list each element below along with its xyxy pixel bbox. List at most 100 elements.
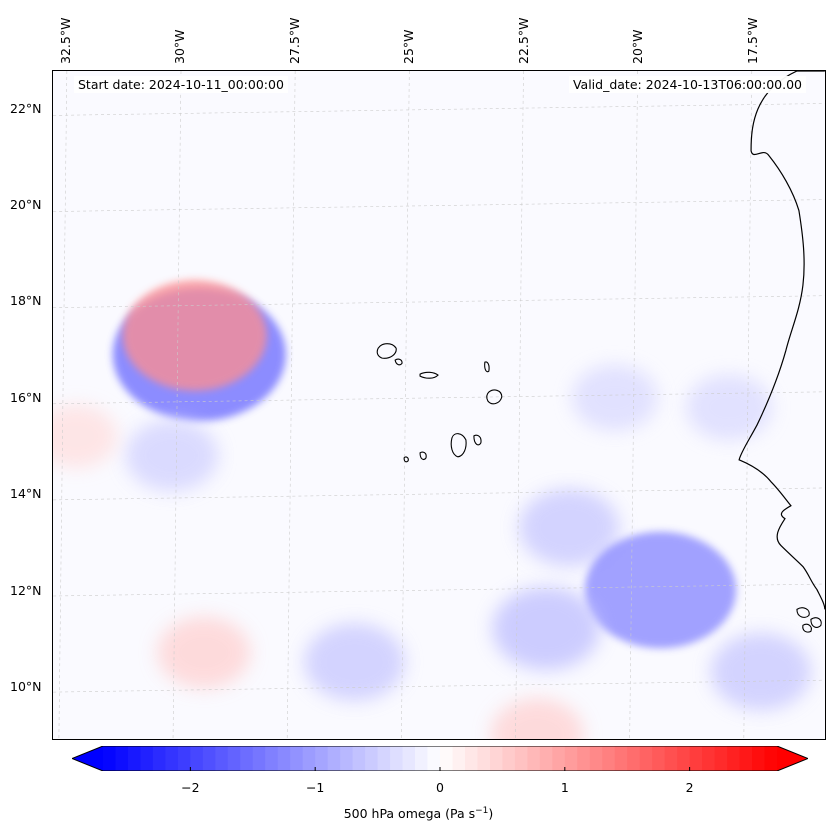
colorbar-step (277, 746, 291, 771)
colorbar-step (103, 746, 116, 771)
omega-field-blobs (53, 279, 812, 739)
fogo-island (419, 451, 427, 460)
lon-label: 20°W (630, 29, 646, 64)
colorbar-step (464, 746, 478, 771)
colorbar-step (702, 746, 716, 771)
colorbar-step (689, 746, 703, 771)
colorbar-step (427, 746, 441, 771)
colorbar-step (752, 746, 766, 771)
colorbar-step (315, 746, 329, 771)
colorbar-label-exponent: −1 (475, 806, 489, 816)
omega-ascent-region (584, 531, 737, 649)
colorbar-step (489, 746, 503, 771)
colorbar-step (240, 746, 254, 771)
colorbar-step (252, 746, 266, 771)
colorbar-tick-label: 1 (560, 780, 569, 795)
colorbar-step (502, 746, 516, 771)
omega-ascent-region (710, 633, 812, 711)
lat-label: 22°N (10, 100, 42, 116)
colorbar-step (140, 746, 154, 771)
lon-label: 17.5°W (744, 17, 760, 64)
omega-sinking-region (122, 279, 267, 391)
gridlines (53, 71, 825, 739)
colorbar-tick-label: −1 (305, 780, 325, 795)
sal-island (484, 361, 490, 373)
lat-label: 20°N (10, 196, 42, 212)
coastlines (376, 71, 825, 633)
omega-sinking-region (53, 404, 118, 468)
colorbar (72, 746, 808, 771)
santiago-island (450, 433, 467, 458)
colorbar-tick-label: −2 (181, 780, 200, 795)
bissau-islands (796, 607, 822, 633)
colorbar-step (664, 746, 678, 771)
colorbar-step (377, 746, 391, 771)
colorbar-step (177, 746, 191, 771)
colorbar-step (527, 746, 541, 771)
santo-antao-island (376, 343, 397, 359)
lon-label: 22.5°W (515, 17, 531, 64)
colorbar-step (539, 746, 553, 771)
colorbar-step (402, 746, 416, 771)
colorbar-step (564, 746, 578, 771)
lon-label: 30°W (172, 29, 188, 64)
colorbar-label-text: 500 hPa omega (Pa s (343, 806, 476, 822)
colorbar-step (514, 746, 528, 771)
colorbar-step (215, 746, 229, 771)
lon-label: 25°W (401, 29, 417, 64)
lon-gridline (515, 71, 524, 739)
valid-date-label: Valid_date: 2024-10-13T06:00:00.00 (568, 76, 806, 93)
lat-label: 14°N (10, 486, 42, 502)
omega-ascent-region (685, 374, 772, 441)
colorbar-step (227, 746, 241, 771)
colorbar-step (415, 746, 429, 771)
colorbar-steps (103, 746, 778, 771)
lat-label: 18°N (10, 293, 42, 309)
colorbar-step (764, 746, 778, 771)
colorbar-step (727, 746, 741, 771)
omega-ascent-region (518, 488, 620, 567)
colorbar-step (152, 746, 166, 771)
colorbar-step (552, 746, 566, 771)
colorbar-step (340, 746, 354, 771)
colorbar-step (390, 746, 404, 771)
colorbar-label-end: ) (488, 806, 494, 822)
colorbar-step (165, 746, 179, 771)
lon-gridline (401, 71, 410, 739)
brava-island (403, 456, 409, 463)
colorbar-step (365, 746, 379, 771)
lat-label: 12°N (10, 582, 42, 598)
colorbar-step (639, 746, 653, 771)
colorbar-extend-low (72, 746, 103, 771)
omega-ascent-region (492, 586, 601, 670)
colorbar-step (739, 746, 753, 771)
colorbar-step (452, 746, 466, 771)
colorbar-step (352, 746, 366, 771)
omega-sinking-region (157, 616, 251, 689)
africa-coastline (738, 71, 825, 610)
lon-gridline (58, 71, 68, 739)
omega-ascent-region (125, 419, 219, 492)
colorbar-step (127, 746, 141, 771)
colorbar-tick-label: 2 (685, 780, 694, 795)
colorbar-step (677, 746, 691, 771)
omega-field-map (53, 71, 825, 739)
colorbar-step (602, 746, 616, 771)
colorbar-step (115, 746, 129, 771)
colorbar-step (290, 746, 304, 771)
colorbar-step (327, 746, 341, 771)
colorbar-step (477, 746, 491, 771)
colorbar-extend-high (777, 746, 808, 771)
colorbar-step (652, 746, 666, 771)
colorbar-step (714, 746, 728, 771)
colorbar-label: 500 hPa omega (Pa s−1) (0, 806, 837, 821)
boa-vista-island (486, 389, 503, 405)
colorbar-step (577, 746, 591, 771)
colorbar-step (265, 746, 279, 771)
colorbar-step (190, 746, 204, 771)
start-date-label: Start date: 2024-10-11_00:00:00 (74, 76, 288, 93)
maio-island (473, 434, 482, 446)
colorbar-tickmarks (189, 767, 691, 771)
map-panel (52, 70, 826, 740)
